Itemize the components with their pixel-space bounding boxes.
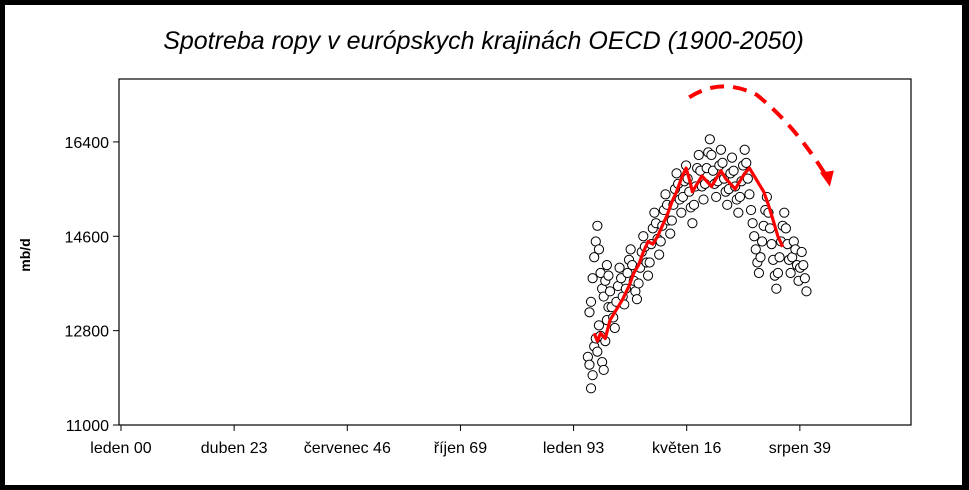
- plot-area: [118, 78, 912, 426]
- x-tick-label: říjen 69: [434, 440, 487, 457]
- data-point: [715, 144, 727, 155]
- data-point: [593, 244, 605, 255]
- data-point: [622, 267, 633, 279]
- data-point: [687, 218, 698, 229]
- data-point: [749, 231, 760, 242]
- data-point: [688, 199, 700, 210]
- data-point: [644, 257, 655, 268]
- data-point: [614, 262, 625, 273]
- y-tick-label: 12800: [65, 324, 110, 341]
- data-point: [585, 296, 597, 307]
- x-tick-label: leden 93: [543, 440, 604, 457]
- data-point: [734, 191, 746, 203]
- data-point: [780, 223, 791, 234]
- data-point: [733, 207, 744, 218]
- data-point: [753, 267, 765, 279]
- data-point: [649, 207, 660, 218]
- data-point: [654, 249, 665, 260]
- data-point: [633, 278, 644, 289]
- data-point: [584, 307, 595, 318]
- data-point: [642, 270, 654, 281]
- data-point: [766, 239, 777, 250]
- data-point: [592, 346, 603, 357]
- data-point: [671, 168, 682, 179]
- data-point: [799, 273, 810, 284]
- data-point: [704, 134, 715, 145]
- data-point: [798, 260, 809, 271]
- data-point: [747, 218, 758, 229]
- data-point: [757, 236, 768, 247]
- data-point: [771, 283, 782, 294]
- plot-svg: 11000 12800 14600 16400 leden 00 duben 23 čer…: [65, 78, 912, 457]
- x-tick-label: leden 00: [90, 440, 151, 457]
- data-point: [693, 149, 704, 161]
- data-point: [726, 152, 738, 163]
- data-point: [585, 383, 597, 394]
- data-point: [584, 359, 595, 370]
- data-point: [785, 267, 796, 279]
- data-point: [603, 270, 614, 281]
- data-point: [601, 260, 612, 271]
- data-point: [625, 244, 636, 255]
- data-point: [796, 246, 807, 258]
- data-point: [609, 322, 620, 334]
- y-tick-label: 14600: [65, 229, 110, 246]
- data-point: [779, 207, 790, 218]
- data-point: [676, 207, 687, 218]
- x-tick-label: červenec 46: [304, 440, 391, 457]
- data-point: [801, 286, 812, 297]
- data-point: [744, 189, 755, 200]
- data-point: [739, 144, 750, 155]
- y-tick-label: 11000: [66, 418, 109, 435]
- peak-arrow: [688, 84, 834, 187]
- chart-frame: Spotreba ropy v európskych krajinách OEC…: [5, 5, 962, 485]
- x-tick-label: duben 23: [201, 440, 268, 457]
- data-point: [660, 189, 671, 200]
- data-point: [593, 320, 605, 331]
- trend-line-series: [592, 166, 785, 343]
- x-tick-label: srpen 39: [769, 440, 831, 457]
- data-point: [592, 220, 603, 231]
- x-tick-label: květen 16: [652, 440, 721, 457]
- data-point: [666, 215, 677, 226]
- data-point: [638, 231, 649, 242]
- data-point: [717, 157, 728, 168]
- peak-arrow-curve: [688, 84, 830, 180]
- data-point: [589, 252, 600, 263]
- data-point: [711, 191, 722, 203]
- data-point: [706, 149, 717, 161]
- data-point: [774, 252, 785, 263]
- data-point: [728, 165, 739, 176]
- data-point: [631, 294, 643, 305]
- data-point: [772, 267, 784, 279]
- trend-line: [592, 166, 785, 343]
- y-tick-label: 16400: [65, 135, 110, 152]
- peak-arrow-head: [819, 170, 834, 187]
- data-point: [698, 194, 709, 205]
- x-axis: leden 00 duben 23 červenec 46 říjen 69 leden…: [90, 425, 831, 457]
- chart-title: Spotreba ropy v európskych krajinách OEC…: [163, 27, 804, 55]
- data-point: [750, 244, 761, 255]
- data-point: [722, 199, 733, 210]
- data-point: [741, 157, 752, 168]
- y-axis: 11000 12800 14600 16400: [65, 135, 119, 435]
- data-point: [665, 228, 676, 239]
- data-point: [587, 370, 598, 381]
- data-point: [587, 273, 598, 284]
- data-point: [755, 252, 766, 263]
- data-point: [598, 364, 609, 376]
- data-point: [604, 286, 616, 297]
- data-point: [745, 204, 757, 216]
